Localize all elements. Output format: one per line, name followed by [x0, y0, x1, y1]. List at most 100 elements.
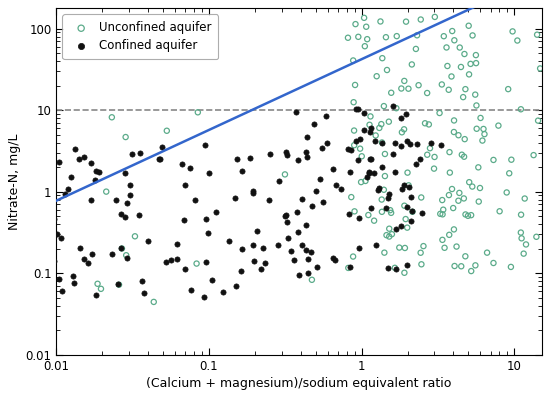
- Confined aquifer: [413, 140, 422, 147]
- Confined aquifer: [61, 190, 70, 197]
- Unconfined aquifer: [404, 86, 413, 92]
- Confined aquifer: [144, 238, 152, 244]
- Confined aquifer: [128, 151, 136, 158]
- Unconfined aquifer: [426, 145, 434, 151]
- Unconfined aquifer: [423, 152, 432, 158]
- Confined aquifer: [392, 226, 400, 232]
- Confined aquifer: [219, 289, 228, 295]
- Unconfined aquifer: [444, 87, 453, 93]
- Unconfined aquifer: [404, 182, 413, 189]
- Confined aquifer: [178, 161, 187, 168]
- Unconfined aquifer: [519, 250, 528, 257]
- Confined aquifer: [402, 203, 411, 210]
- Confined aquifer: [345, 211, 354, 218]
- Unconfined aquifer: [513, 37, 522, 44]
- Unconfined aquifer: [533, 31, 542, 38]
- Confined aquifer: [70, 145, 79, 152]
- Unconfined aquifer: [360, 43, 369, 49]
- Confined aquifer: [54, 158, 63, 165]
- Confined aquifer: [84, 260, 92, 266]
- Confined aquifer: [126, 181, 135, 188]
- Confined aquifer: [389, 151, 398, 157]
- Confined aquifer: [167, 257, 175, 263]
- Unconfined aquifer: [437, 81, 446, 88]
- Confined aquifer: [403, 138, 411, 144]
- Unconfined aquifer: [430, 154, 439, 160]
- Confined aquifer: [304, 256, 312, 262]
- Unconfined aquifer: [444, 192, 453, 198]
- Confined aquifer: [364, 170, 373, 176]
- Confined aquifer: [365, 129, 374, 135]
- Unconfined aquifer: [458, 152, 466, 158]
- Unconfined aquifer: [520, 195, 529, 202]
- Unconfined aquifer: [421, 120, 430, 127]
- Confined aquifer: [391, 266, 400, 272]
- Confined aquifer: [294, 229, 302, 236]
- Confined aquifer: [406, 140, 415, 147]
- Confined aquifer: [397, 115, 406, 122]
- Confined aquifer: [412, 161, 421, 167]
- Confined aquifer: [274, 242, 283, 248]
- Unconfined aquifer: [472, 60, 481, 66]
- Unconfined aquifer: [438, 197, 447, 203]
- Confined aquifer: [135, 149, 144, 156]
- Unconfined aquifer: [349, 254, 358, 260]
- Unconfined aquifer: [476, 115, 485, 121]
- Confined aquifer: [354, 106, 362, 112]
- Confined aquifer: [67, 174, 75, 180]
- Unconfined aquifer: [307, 277, 316, 283]
- Unconfined aquifer: [456, 64, 465, 70]
- Unconfined aquifer: [398, 129, 406, 135]
- Confined aquifer: [365, 156, 374, 162]
- Unconfined aquifer: [474, 198, 483, 205]
- Confined aquifer: [408, 208, 416, 214]
- Confined aquifer: [370, 170, 378, 177]
- Confined aquifer: [252, 228, 261, 235]
- Confined aquifer: [69, 273, 78, 279]
- Unconfined aquifer: [495, 208, 504, 215]
- Confined aquifer: [378, 164, 387, 170]
- Unconfined aquifer: [350, 142, 359, 148]
- Unconfined aquifer: [397, 85, 406, 92]
- Unconfined aquifer: [516, 229, 525, 236]
- Unconfined aquifer: [536, 65, 544, 72]
- Confined aquifer: [298, 242, 306, 248]
- Unconfined aquifer: [521, 241, 530, 248]
- Unconfined aquifer: [452, 243, 461, 250]
- Unconfined aquifer: [516, 106, 525, 113]
- Unconfined aquifer: [472, 126, 481, 132]
- Confined aquifer: [302, 148, 311, 155]
- Confined aquifer: [54, 276, 63, 282]
- Unconfined aquifer: [442, 44, 451, 51]
- Unconfined aquifer: [392, 33, 401, 39]
- Unconfined aquifer: [400, 126, 409, 133]
- Confined aquifer: [201, 216, 210, 222]
- Unconfined aquifer: [471, 262, 480, 269]
- Confined aquifer: [202, 259, 211, 265]
- Confined aquifer: [303, 269, 312, 276]
- Unconfined aquifer: [387, 210, 395, 216]
- Unconfined aquifer: [107, 114, 116, 121]
- Unconfined aquifer: [361, 178, 370, 184]
- Unconfined aquifer: [370, 217, 378, 224]
- Confined aquifer: [383, 194, 392, 201]
- Unconfined aquifer: [372, 73, 381, 80]
- Confined aquifer: [371, 138, 380, 144]
- Confined aquifer: [80, 154, 89, 160]
- Unconfined aquifer: [382, 232, 391, 238]
- Confined aquifer: [391, 140, 400, 146]
- Confined aquifer: [249, 187, 257, 194]
- Confined aquifer: [373, 187, 382, 193]
- Confined aquifer: [180, 182, 189, 188]
- Confined aquifer: [120, 170, 129, 176]
- Confined aquifer: [49, 258, 58, 264]
- Confined aquifer: [302, 222, 311, 228]
- Unconfined aquifer: [376, 18, 385, 25]
- Unconfined aquifer: [461, 253, 470, 259]
- Confined aquifer: [365, 168, 373, 175]
- Confined aquifer: [191, 196, 200, 203]
- Confined aquifer: [122, 254, 131, 261]
- Unconfined aquifer: [431, 14, 439, 20]
- Unconfined aquifer: [438, 211, 447, 218]
- Confined aquifer: [117, 245, 126, 252]
